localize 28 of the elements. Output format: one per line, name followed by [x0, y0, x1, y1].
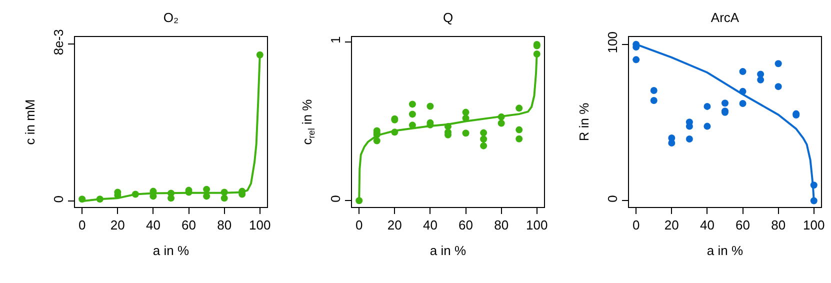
- x-tick-label: 0: [632, 218, 640, 233]
- x-tick-label: 0: [78, 218, 86, 233]
- chart-title: Q: [442, 10, 454, 26]
- chart-title: O₂: [163, 10, 179, 26]
- x-tick-label: 40: [146, 218, 160, 233]
- y-axis-title: R in %: [576, 102, 592, 142]
- x-tick-label: 80: [494, 218, 509, 233]
- x-tick-label: 60: [458, 218, 474, 233]
- x-tick-label: 60: [736, 218, 750, 233]
- x-tick-label: 40: [700, 218, 714, 233]
- x-tick-label: 80: [771, 218, 786, 233]
- x-tick-label: 0: [355, 218, 363, 233]
- x-tick-label: 20: [110, 218, 125, 233]
- x-axis-title: a in %: [152, 243, 190, 258]
- y-tick-label: 1: [328, 36, 343, 44]
- x-axis-title: a in %: [430, 243, 466, 258]
- y-tick-label: 8e-3: [50, 29, 66, 56]
- x-axis-title: a in %: [706, 243, 744, 258]
- x-tick-label: 20: [387, 218, 402, 233]
- x-tick-label: 100: [526, 218, 548, 233]
- x-tick-label: 40: [422, 218, 438, 233]
- x-tick-label: 80: [217, 218, 232, 233]
- x-tick-label: 20: [664, 218, 679, 233]
- x-tick-label: 100: [803, 218, 825, 233]
- y-axis-title: c in mM: [22, 99, 38, 145]
- x-tick-label: 100: [249, 218, 271, 233]
- chart-title: ArcA: [710, 10, 740, 26]
- x-tick-label: 60: [182, 218, 196, 233]
